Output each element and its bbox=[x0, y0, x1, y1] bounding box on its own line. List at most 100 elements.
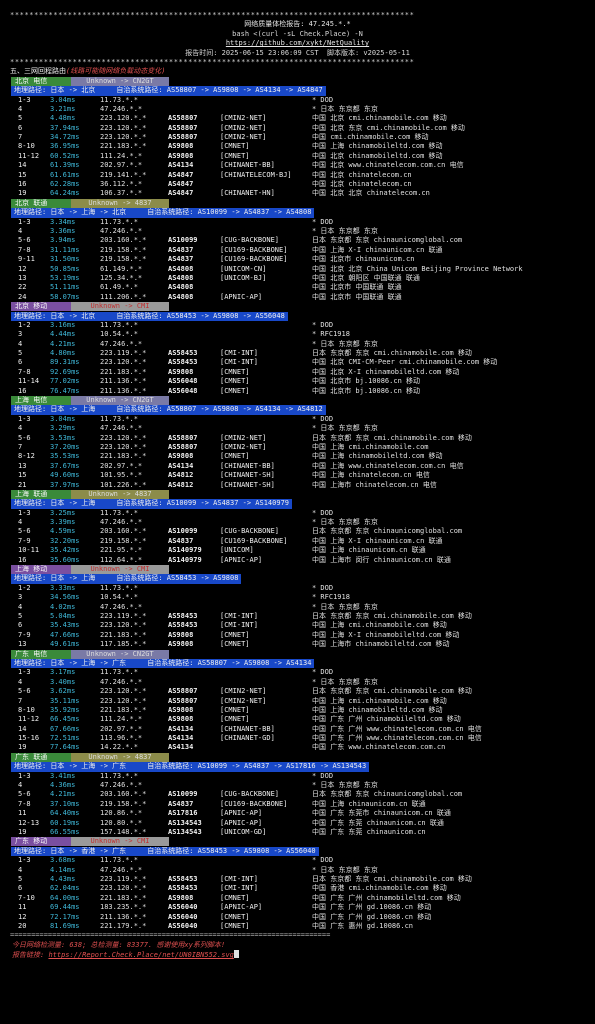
hop-netname: [CHINATELECOM-BJ] bbox=[220, 170, 292, 179]
geo-path: 地理路径: 日本 -> 上海 自治系统路径: AS58453 -> AS9808 bbox=[11, 574, 242, 584]
hop-netname: [UNICOM-GD] bbox=[220, 827, 267, 836]
hop-location: 中国 广东 东莞 chinaunicom.cn bbox=[312, 827, 426, 836]
report-link-line: 报告链接: https://Report.Check.Place/net/UN0… bbox=[0, 950, 595, 959]
hop-location: 中国 北京 北京 China Unicom Beijing Province N… bbox=[312, 264, 523, 273]
hop-asn: AS4837 bbox=[168, 536, 194, 545]
hop-netname: [CMI-INT] bbox=[220, 358, 258, 367]
hop-asn: AS4134 bbox=[168, 161, 194, 170]
route-city-badge: 上海 电信 bbox=[11, 396, 71, 406]
hop-location: * DOD bbox=[312, 508, 334, 517]
hop-row: 7-9 32.20ms 219.158.*.* AS4837 [CU169-BACKBO… bbox=[0, 537, 595, 546]
hop-latency: 35.43ms bbox=[50, 621, 80, 630]
hop-ip: 202.97.*.* bbox=[100, 461, 143, 470]
hop-latency: 92.69ms bbox=[50, 367, 80, 376]
hop-number: 11-12 bbox=[18, 151, 40, 160]
hop-ip: 223.120.*.* bbox=[100, 123, 147, 132]
hop-location: 中国 广东 惠州 gd.10086.cn bbox=[312, 921, 414, 930]
hop-latency: 4.59ms bbox=[50, 527, 76, 536]
hop-asn: AS9808 bbox=[168, 367, 194, 376]
route-type-badge: Unknown -> CN2GT bbox=[71, 649, 169, 659]
route-header: 北京 移动 Unknown -> CMI bbox=[0, 302, 595, 312]
route-city-badge: 上海 移动 bbox=[11, 565, 71, 575]
hop-ip: 219.158.*.* bbox=[100, 255, 147, 264]
hop-netname: [CHINANET-BB] bbox=[220, 461, 275, 470]
hop-number: 1-2 bbox=[18, 320, 31, 329]
hop-latency: 60.19ms bbox=[50, 818, 80, 827]
hop-netname: [CMNET] bbox=[220, 893, 250, 902]
hop-row: 1-3 3.25ms 11.73.*.* * DOD bbox=[0, 509, 595, 518]
hop-netname: [CMNET] bbox=[220, 630, 250, 639]
hop-location: 中国 上海 chinamobileltd.com 移动 bbox=[312, 452, 443, 461]
hop-asn: AS58807 bbox=[168, 114, 198, 123]
route-city-badge: 广东 电信 bbox=[11, 649, 71, 659]
section-heading: 五、三网回程路由(线路可能随网络负载动态变化) bbox=[0, 67, 595, 76]
hop-latency: 37.20ms bbox=[50, 442, 80, 451]
hop-location: 中国 上海 X-I chinamobileltd.com 移动 bbox=[312, 630, 460, 639]
hop-number: 19 bbox=[18, 189, 27, 198]
hop-location: * DOD bbox=[312, 320, 334, 329]
hop-ip: 219.158.*.* bbox=[100, 245, 147, 254]
hop-netname: [CMNET] bbox=[220, 386, 250, 395]
hop-number: 1-3 bbox=[18, 856, 31, 865]
hop-latency: 3.68ms bbox=[50, 856, 76, 865]
hop-ip: 223.119.*.* bbox=[100, 874, 147, 883]
hop-row: 12-13 60.19ms 120.80.*.* AS134543 [APNIC-AP]… bbox=[0, 819, 595, 828]
hop-row: 5-6 4.59ms 203.160.*.* AS10099 [CUG-BACKBONE… bbox=[0, 527, 595, 536]
hop-asn: AS10099 bbox=[168, 527, 198, 536]
hop-number: 3 bbox=[18, 330, 23, 339]
hop-asn: AS4134 bbox=[168, 734, 194, 743]
route-city-badge: 北京 电信 bbox=[11, 76, 71, 86]
hop-number: 6 bbox=[18, 358, 23, 367]
hop-netname: [CMNET] bbox=[220, 367, 250, 376]
hop-number: 14 bbox=[18, 724, 27, 733]
report-title: 网络质量体检报告: 47.245.*.* bbox=[244, 20, 351, 29]
hop-ip: 223.120.*.* bbox=[100, 133, 147, 142]
geo-path: 地理路径: 日本 -> 香港 -> 广东 自治系统路径: AS58453 -> … bbox=[11, 846, 319, 857]
geo-path-line: 地理路径: 日本 -> 北京 自治系统路径: AS58807 -> AS9808… bbox=[0, 86, 595, 96]
hop-location: 中国 北京 X-I chinamobileltd.com 移动 bbox=[312, 367, 460, 376]
hop-location: * 日本 东京都 东京 bbox=[312, 518, 378, 527]
hop-ip: 10.54.*.* bbox=[100, 330, 138, 339]
hop-location: 日本 东京都 东京 cmi.chinamobile.com 移动 bbox=[312, 874, 472, 883]
report-link[interactable]: https://Report.Check.Place/net/UN0IBN552… bbox=[48, 951, 234, 960]
hop-latency: 3.17ms bbox=[50, 668, 76, 677]
hop-netname: [CMI-INT] bbox=[220, 349, 258, 358]
github-link[interactable]: https://github.com/xykt/NetQuality bbox=[225, 39, 370, 48]
hop-row: 4 3.36ms 47.246.*.* * 日本 东京都 东京 bbox=[0, 227, 595, 236]
hop-ip: 219.158.*.* bbox=[100, 536, 147, 545]
hop-number: 5 bbox=[18, 612, 23, 620]
hop-row: 11-12 66.45ms 111.24.*.* AS9808 [CMNET] 中国 广东… bbox=[0, 715, 595, 724]
hop-number: 11 bbox=[18, 903, 27, 912]
hop-latency: 4.21ms bbox=[50, 339, 76, 348]
command-line: bash <(curl -sL Check.Place) -N bbox=[232, 29, 363, 38]
section-note: (线路可能随网络负载动态变化) bbox=[66, 67, 166, 76]
hop-latency: 37.67ms bbox=[50, 461, 80, 470]
hop-latency: 36.95ms bbox=[50, 142, 80, 151]
hop-asn: AS9808 bbox=[168, 640, 194, 649]
hop-number: 13 bbox=[18, 273, 27, 282]
hop-netname: [CUG-BACKBONE] bbox=[220, 527, 280, 536]
hop-latency: 4.14ms bbox=[50, 865, 76, 874]
hop-row: 24 58.07ms 111.206.*.* AS4808 [APNIC-AP] 中国 北… bbox=[0, 293, 595, 302]
hop-latency: 5.04ms bbox=[50, 612, 76, 620]
hop-latency: 3.53ms bbox=[50, 433, 76, 442]
hop-row: 10-11 35.42ms 221.95.*.* AS140979 [UNICOM] 中国… bbox=[0, 546, 595, 555]
hop-location: * RFC1918 bbox=[312, 330, 350, 339]
hop-row: 7 35.11ms 223.120.*.* AS58807 [CMIN2-NET] 中国 … bbox=[0, 697, 595, 706]
hop-asn: AS9808 bbox=[168, 893, 194, 902]
hop-latency: 35.53ms bbox=[50, 452, 80, 461]
hop-number: 13 bbox=[18, 461, 27, 470]
hop-latency: 37.94ms bbox=[50, 123, 80, 132]
hop-location: 中国 北京 北京 chinatelecom.cn bbox=[312, 189, 430, 198]
hop-location: * DOD bbox=[312, 583, 334, 592]
hop-latency: 37.10ms bbox=[50, 799, 80, 808]
hop-number: 1-3 bbox=[18, 668, 31, 677]
route-type-badge: Unknown -> CMI bbox=[71, 302, 169, 312]
hop-number: 8-12 bbox=[18, 452, 35, 461]
hop-number: 5 bbox=[18, 349, 23, 358]
hop-latency: 3.04ms bbox=[50, 95, 76, 104]
hop-netname: [UNICOM-CN] bbox=[220, 264, 267, 273]
hop-ip: 11.73.*.* bbox=[100, 95, 138, 104]
hop-ip: 11.73.*.* bbox=[100, 508, 138, 517]
